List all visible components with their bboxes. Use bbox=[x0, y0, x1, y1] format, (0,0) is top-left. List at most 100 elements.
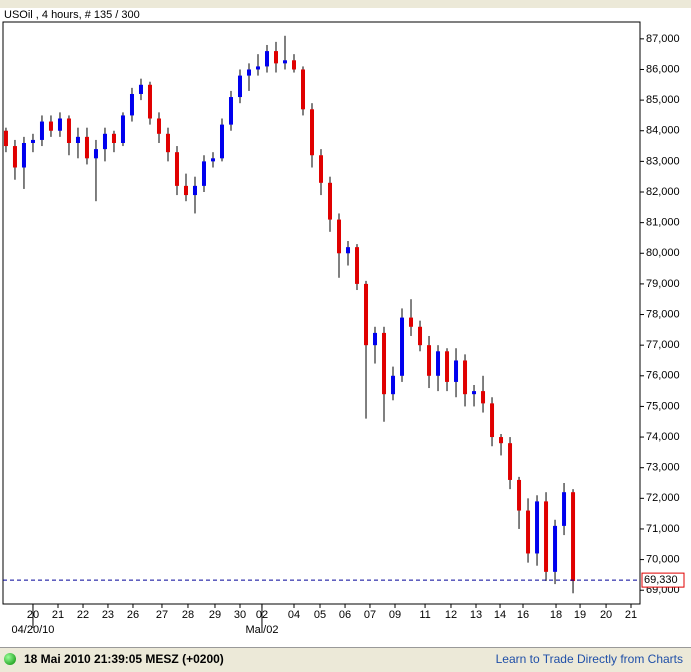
x-tick-label: 23 bbox=[102, 609, 114, 621]
x-tick-label: 20 bbox=[600, 609, 612, 621]
candle-body bbox=[274, 51, 278, 64]
y-tick-label: 76,000 bbox=[646, 370, 680, 382]
candle-body bbox=[192, 185, 197, 196]
x-tick-label: 07 bbox=[364, 609, 376, 621]
candle-body bbox=[48, 121, 53, 131]
chart: USOil , 4 hours, # 135 / 300 69,00070,00… bbox=[0, 0, 691, 647]
candle-body bbox=[562, 492, 567, 526]
x-tick-label: 27 bbox=[156, 609, 168, 621]
candle-body bbox=[165, 133, 170, 153]
candle-body bbox=[57, 118, 62, 131]
y-tick-label: 80,000 bbox=[646, 247, 680, 259]
candle-body bbox=[337, 219, 342, 254]
y-tick-label: 82,000 bbox=[646, 186, 680, 198]
y-tick-label: 73,000 bbox=[646, 462, 680, 474]
candle-body bbox=[301, 69, 306, 110]
x-tick-label: 14 bbox=[494, 609, 506, 621]
connection-icon bbox=[4, 653, 16, 665]
status-link[interactable]: Learn to Trade Directly from Charts bbox=[495, 652, 683, 666]
x-tick-label: 13 bbox=[470, 609, 482, 621]
candle-body bbox=[499, 437, 504, 444]
date-label: 04/20/10 bbox=[12, 624, 55, 636]
candle-body bbox=[481, 391, 486, 404]
x-tick-label: 29 bbox=[209, 609, 221, 621]
candle-body bbox=[102, 133, 107, 150]
x-tick-label: 04 bbox=[288, 609, 300, 621]
candle-body bbox=[445, 351, 450, 382]
candle-body bbox=[12, 146, 17, 168]
candle-body bbox=[463, 360, 468, 395]
candle-body bbox=[120, 115, 125, 143]
candle-body bbox=[508, 443, 513, 480]
x-tick-label: 22 bbox=[77, 609, 89, 621]
chart-background bbox=[0, 8, 691, 647]
candle-body bbox=[400, 317, 405, 376]
candle-body bbox=[409, 317, 414, 327]
candle-body bbox=[454, 360, 459, 382]
candle-body bbox=[246, 69, 251, 76]
candle-body bbox=[84, 136, 89, 159]
candle-body bbox=[553, 525, 558, 572]
candle-body bbox=[490, 403, 495, 438]
candle-body bbox=[346, 247, 351, 254]
candle-body bbox=[310, 109, 315, 156]
candle-body bbox=[201, 161, 206, 186]
x-tick-label: 30 bbox=[234, 609, 246, 621]
candle-body bbox=[129, 93, 134, 116]
plot-frame bbox=[2, 21, 641, 605]
x-tick-label: 19 bbox=[574, 609, 586, 621]
candle-body bbox=[436, 351, 441, 376]
candle-body bbox=[418, 326, 423, 346]
candle-body bbox=[292, 60, 297, 70]
candle-body bbox=[210, 158, 215, 162]
candle-body bbox=[526, 510, 531, 554]
candle-body bbox=[156, 118, 161, 134]
last-price-label: 69,330 bbox=[644, 574, 678, 586]
y-tick-label: 86,000 bbox=[646, 63, 680, 75]
y-tick-label: 81,000 bbox=[646, 217, 680, 229]
candle-body bbox=[264, 51, 269, 67]
candle-body bbox=[237, 75, 242, 98]
candle-body bbox=[183, 185, 188, 196]
x-tick-label: 16 bbox=[517, 609, 529, 621]
candle-body bbox=[328, 182, 333, 220]
candle-body bbox=[21, 142, 26, 168]
y-tick-label: 74,000 bbox=[646, 431, 680, 443]
candle-body bbox=[219, 124, 224, 159]
x-tick-label: 26 bbox=[127, 609, 139, 621]
candle-body bbox=[75, 136, 80, 143]
candle-body bbox=[147, 84, 152, 119]
candle-body bbox=[472, 391, 477, 395]
y-tick-label: 87,000 bbox=[646, 33, 680, 45]
candle-body bbox=[3, 130, 8, 147]
last-price-box bbox=[641, 572, 685, 588]
y-tick-label: 70,000 bbox=[646, 553, 680, 565]
chart-title: USOil , 4 hours, # 135 / 300 bbox=[4, 9, 140, 21]
y-tick-label: 72,000 bbox=[646, 492, 680, 504]
candle-body bbox=[373, 332, 378, 346]
x-tick-label: 21 bbox=[625, 609, 637, 621]
y-tick-label: 83,000 bbox=[646, 155, 680, 167]
candle-body bbox=[355, 247, 360, 284]
y-tick-label: 78,000 bbox=[646, 308, 680, 320]
candle-body bbox=[255, 66, 260, 70]
y-tick-label: 79,000 bbox=[646, 278, 680, 290]
candle-body bbox=[391, 375, 396, 395]
y-tick-label: 85,000 bbox=[646, 94, 680, 106]
date-label: Mai/02 bbox=[245, 624, 278, 636]
x-tick-label: 12 bbox=[445, 609, 457, 621]
candle-body bbox=[138, 84, 143, 94]
candle-body bbox=[93, 149, 98, 159]
candle-body bbox=[364, 283, 369, 346]
candle-body bbox=[517, 479, 522, 511]
candle-body bbox=[382, 332, 387, 395]
toolbar[interactable] bbox=[0, 0, 691, 8]
candle-body bbox=[66, 118, 71, 143]
candle-body bbox=[174, 152, 179, 186]
candle-body bbox=[228, 97, 233, 125]
x-tick-label: 06 bbox=[339, 609, 351, 621]
candle-body bbox=[111, 133, 116, 143]
candle-body bbox=[30, 139, 35, 143]
y-tick-label: 77,000 bbox=[646, 339, 680, 351]
